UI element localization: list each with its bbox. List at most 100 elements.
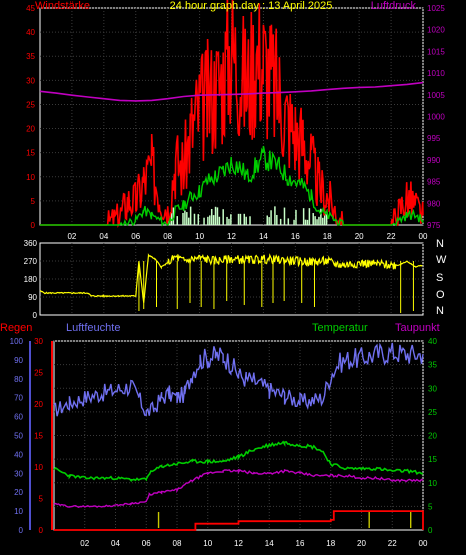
temperature-humidity-panel: 0 10 20 30 40 50 60 70 80 90 100 0 5 10 15 20 25 30 0 5 10…: [0, 322, 440, 548]
time-tick-label: 08: [173, 539, 182, 548]
wind-tick-label: 5: [31, 197, 36, 206]
rain-tick-label: 20: [34, 400, 43, 409]
time-tick-label: 06: [142, 539, 151, 548]
pressure-tick-label: 985: [427, 178, 441, 187]
time-tick-label: 04: [99, 232, 108, 241]
temperature-tick-label: 40: [428, 337, 437, 346]
rain-series: [54, 510, 424, 531]
time-tick-label: 14: [259, 232, 268, 241]
direction-tick-label: 360: [24, 239, 38, 248]
temperature-tick-label: 5: [428, 502, 433, 511]
direction-spikes: [138, 261, 414, 313]
time-tick-label: 16: [296, 539, 305, 548]
pressure-tick-label: 1005: [427, 91, 445, 100]
time-tick-label: 10: [203, 539, 212, 548]
humidity-tick-label: 10: [14, 507, 23, 516]
pressure-tick-label: 980: [427, 199, 441, 208]
humidity-tick-label: 50: [14, 432, 23, 441]
temperature-axis: 0 5 10 15 20 25 30 35 40: [428, 337, 437, 535]
time-tick-label: 14: [265, 539, 274, 548]
direction-tick-label: 270: [24, 257, 38, 266]
humidity-tick-label: 40: [14, 450, 23, 459]
time-tick-label: 00: [419, 232, 428, 241]
humidity-tick-label: 100: [10, 337, 24, 346]
wind-tick-label: 25: [26, 100, 35, 109]
time-tick-label: 18: [323, 232, 332, 241]
humidity-series: [53, 342, 424, 417]
direction-tick-label: 90: [28, 293, 37, 302]
wind-tick-label: 20: [26, 125, 35, 134]
time-tick-label: 12: [227, 232, 236, 241]
humidity-tick-label: 0: [19, 526, 24, 535]
temperature-tick-label: 20: [428, 432, 437, 441]
pressure-tick-label: 1025: [427, 4, 445, 13]
direction-tick-label: 0: [33, 311, 38, 320]
pressure-tick-label: 1015: [427, 47, 445, 56]
wind-speed-axis: 0 5 10 15 20 25 30 35 40 45: [26, 4, 35, 230]
compass-letter: N: [436, 238, 444, 250]
wind-direction-axis: 0 90 180 270 360: [24, 239, 38, 320]
temperature-tick-label: 15: [428, 455, 437, 464]
wind-tick-label: 45: [26, 4, 35, 13]
compass-letter: W: [436, 254, 447, 266]
temperature-tick-label: 30: [428, 384, 437, 393]
wind-pressure-grid: [40, 7, 424, 225]
rain-tick-label: 25: [34, 369, 43, 378]
humidity-axis: 0 10 20 30 40 50 60 70 80 90 100: [10, 337, 24, 535]
temperature-humidity-frame: [53, 340, 424, 531]
wind-tick-label: 35: [26, 52, 35, 61]
wind-tick-label: 30: [26, 76, 35, 85]
pressure-tick-label: 975: [427, 221, 441, 230]
humidity-tick-label: 30: [14, 469, 23, 478]
time-tick-label: 10: [195, 232, 204, 241]
pressure-axis: 975 980 985 990 995 1000 1005 1010 1015 1020 1025: [427, 4, 445, 230]
rain-tick-label: 0: [39, 526, 44, 535]
temperature-tick-label: 0: [428, 526, 433, 535]
time-tick-label: 18: [326, 539, 335, 548]
dewpoint-label: Taupunkt: [395, 322, 440, 334]
time-tick-label: 22: [388, 539, 397, 548]
time-tick-label: 22: [387, 232, 396, 241]
time-tick-label: 02: [67, 232, 76, 241]
pressure-tick-label: 1000: [427, 113, 445, 122]
rain-label: Regen: [0, 322, 32, 334]
time-tick-label: 06: [131, 232, 140, 241]
wind-time-axis: 02 04 06 08 10 12 14 16 18 20 22 00: [67, 232, 428, 241]
wind-speed-label: Windstärke: [35, 0, 90, 12]
humidity-label: Luftfeuchte: [66, 322, 120, 334]
time-tick-label: 12: [234, 539, 243, 548]
pressure-label: Luftdruck: [371, 0, 417, 12]
wind-tick-label: 0: [31, 221, 36, 230]
pressure-tick-label: 990: [427, 156, 441, 165]
rain-event-marks: [157, 512, 412, 528]
rain-tick-label: 10: [34, 463, 43, 472]
temperature-series: [53, 440, 424, 483]
rain-tick-label: 5: [39, 495, 44, 504]
time-tick-label: 16: [291, 232, 300, 241]
compass-letter: O: [436, 289, 445, 301]
time-tick-label: 00: [419, 539, 428, 548]
temperature-tick-label: 25: [428, 408, 437, 417]
pressure-tick-label: 995: [427, 134, 441, 143]
time-tick-label: 20: [357, 539, 366, 548]
humidity-tick-label: 70: [14, 394, 23, 403]
direction-tick-label: 180: [24, 275, 38, 284]
rain-tick-label: 15: [34, 432, 43, 441]
rain-axis: 0 5 10 15 20 25 30: [34, 337, 43, 535]
climate-time-axis: 02 04 06 08 10 12 14 16 18 20 22 00: [80, 539, 428, 548]
temperature-tick-label: 10: [428, 479, 437, 488]
humidity-tick-label: 60: [14, 413, 23, 422]
temperature-tick-label: 35: [428, 361, 437, 370]
humidity-tick-label: 90: [14, 356, 23, 365]
humidity-tick-label: 80: [14, 375, 23, 384]
dewpoint-series: [53, 468, 424, 508]
humidity-tick-label: 20: [14, 488, 23, 497]
pressure-tick-label: 1020: [427, 26, 445, 35]
time-tick-label: 08: [163, 232, 172, 241]
time-tick-label: 04: [111, 539, 120, 548]
calm-bars: [166, 206, 328, 225]
